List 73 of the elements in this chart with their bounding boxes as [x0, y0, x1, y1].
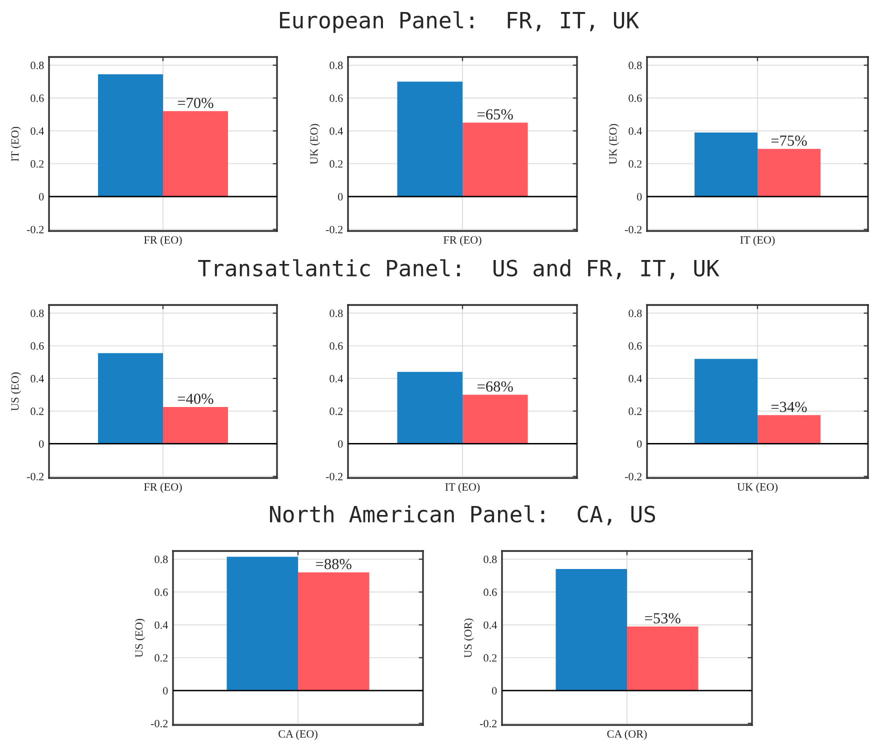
y-tick-label: 0.8: [628, 310, 642, 318]
y-tick-label: 0.4: [484, 621, 497, 629]
y-tick-label: -0.2: [624, 472, 642, 480]
annotation: =70%: [178, 98, 214, 108]
y-axis-title: US (EO): [134, 618, 145, 658]
x-tick-label: UK (EO): [737, 482, 778, 493]
y-tick-label: 0.8: [484, 556, 497, 564]
x-tick-label: IT (EO): [740, 236, 775, 246]
y-tick-label: 0.6: [330, 342, 343, 350]
y-tick-label: 0: [39, 192, 44, 200]
y-tick-label: 0.6: [484, 588, 497, 596]
y-tick-label: 0.8: [330, 62, 343, 70]
y-tick-label: 0.2: [330, 160, 343, 168]
annotation: =40%: [178, 394, 214, 404]
y-tick-label: 0.4: [154, 621, 168, 629]
y-tick-label: 0.2: [154, 654, 168, 662]
y-tick-label: 0.8: [30, 310, 44, 318]
y-tick-label: 0.2: [330, 408, 343, 416]
y-tick-label: 0: [637, 192, 642, 200]
y-axis-title: UK (EO): [608, 124, 619, 164]
y-tick-label: 0.8: [628, 62, 642, 70]
y-tick-label: -0.2: [624, 226, 642, 234]
x-tick-label: CA (OR): [607, 730, 647, 740]
y-tick-label: 0.2: [30, 408, 44, 416]
y-tick-label: 0: [163, 686, 168, 694]
chart-title: North American Panel: CA, US: [270, 505, 656, 526]
y-tick-label: 0.6: [154, 588, 168, 596]
annotation: =75%: [771, 136, 807, 146]
annotation: =68%: [478, 381, 513, 392]
y-tick-label: 0.4: [330, 127, 343, 135]
chart-title: Transatlantic Panel: US and FR, IT, UK: [198, 259, 720, 280]
y-tick-label: 0.6: [330, 94, 343, 102]
x-tick-label: FR (EO): [144, 482, 182, 493]
y-tick-label: 0.2: [628, 408, 642, 416]
chart-title: European Panel: FR, IT, UK: [280, 11, 640, 33]
x-tick-label: FR (EO): [444, 236, 482, 246]
annotation: =53%: [645, 613, 680, 624]
y-tick-label: -0.2: [326, 472, 343, 480]
annotation: =34%: [771, 402, 807, 412]
y-tick-label: 0: [338, 192, 343, 200]
y-tick-label: 0: [637, 440, 642, 448]
y-tick-label: 0.4: [30, 374, 44, 382]
y-tick-label: -0.2: [150, 720, 168, 728]
y-tick-label: 0.8: [30, 62, 44, 70]
y-tick-label: 0.6: [30, 94, 44, 102]
x-tick-label: IT (EO): [445, 482, 480, 493]
y-axis-title: US (EO): [10, 372, 21, 411]
y-tick-label: 0.4: [330, 374, 343, 382]
y-tick-label: 0.8: [154, 556, 168, 564]
annotation: =88%: [316, 558, 352, 570]
y-tick-label: 0.6: [628, 94, 642, 102]
x-tick-label: FR (EO): [144, 236, 182, 246]
y-tick-label: -0.2: [26, 472, 44, 480]
y-tick-label: 0: [39, 440, 44, 448]
y-tick-label: 0: [338, 440, 343, 448]
y-tick-label: 0.2: [628, 160, 642, 168]
y-axis-title: UK (EO): [310, 124, 320, 164]
y-axis-title: IT (EO): [10, 126, 21, 162]
y-tick-label: -0.2: [480, 720, 497, 728]
y-tick-label: 0.4: [30, 127, 44, 135]
y-tick-label: 0: [492, 686, 497, 694]
y-tick-label: 0.8: [330, 310, 343, 318]
y-tick-label: 0.6: [30, 342, 44, 350]
y-tick-label: -0.2: [26, 226, 44, 234]
x-tick-label: CA (EO): [278, 730, 318, 740]
y-tick-label: 0.2: [30, 160, 44, 168]
y-tick-label: 0.6: [628, 342, 642, 350]
y-tick-label: 0.4: [628, 127, 642, 135]
annotation: =65%: [478, 109, 513, 120]
y-tick-label: -0.2: [326, 226, 343, 234]
y-axis-title: US (OR): [464, 618, 474, 658]
y-tick-label: 0.4: [628, 374, 642, 382]
y-tick-label: 0.2: [484, 654, 497, 662]
